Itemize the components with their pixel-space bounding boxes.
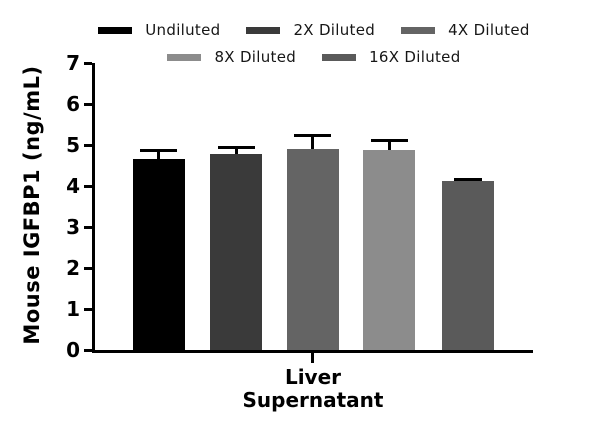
legend-row-1: Undiluted 2X Diluted 4X Diluted bbox=[98, 21, 529, 39]
y-axis-tick bbox=[84, 226, 92, 229]
error-bar-cap bbox=[140, 149, 177, 153]
y-tick-label: 5 bbox=[66, 133, 80, 157]
y-tick-label: 0 bbox=[66, 338, 80, 362]
legend-item: 4X Diluted bbox=[401, 21, 530, 39]
bar-8x-diluted bbox=[363, 149, 415, 350]
x-axis-line bbox=[92, 350, 533, 353]
y-tick-label: 2 bbox=[66, 256, 80, 280]
y-tick-label: 4 bbox=[66, 174, 80, 198]
legend-label: 8X Diluted bbox=[214, 48, 297, 66]
error-bar-stem bbox=[157, 150, 160, 159]
error-bar-cap bbox=[217, 146, 255, 150]
legend-item: 8X Diluted bbox=[167, 48, 296, 66]
legend-swatch-icon bbox=[246, 26, 281, 34]
legend-swatch-icon bbox=[167, 53, 202, 61]
error-bar-cap bbox=[370, 138, 408, 142]
legend-label: 16X Diluted bbox=[369, 48, 461, 66]
bar-4x-diluted bbox=[286, 149, 339, 350]
x-axis-label-line2: Supernatant bbox=[242, 388, 384, 412]
bar-16x-diluted bbox=[441, 181, 494, 350]
y-axis-tick bbox=[84, 267, 92, 270]
legend-swatch-icon bbox=[322, 53, 357, 61]
y-tick-label: 7 bbox=[66, 51, 80, 75]
y-axis-tick bbox=[84, 308, 92, 311]
x-axis-tick bbox=[311, 353, 314, 363]
legend-item: 2X Diluted bbox=[246, 21, 375, 39]
chart-legend: Undiluted 2X Diluted 4X Diluted 8X Diluted 1… bbox=[94, 21, 534, 66]
legend-row-2: 8X Diluted 16X Diluted bbox=[167, 48, 460, 66]
y-axis-line bbox=[92, 63, 95, 353]
y-axis-tick bbox=[84, 144, 92, 147]
error-bar-cap bbox=[294, 134, 331, 138]
y-axis-tick bbox=[84, 103, 92, 106]
error-bar-cap bbox=[453, 177, 482, 181]
legend-label: 2X Diluted bbox=[293, 21, 376, 39]
y-axis-tick bbox=[84, 349, 92, 352]
legend-item: 16X Diluted bbox=[322, 48, 460, 66]
legend-swatch-icon bbox=[401, 26, 436, 34]
y-tick-label: 3 bbox=[66, 215, 80, 239]
error-bar-stem bbox=[234, 147, 238, 154]
x-axis-label: Liver Supernatant bbox=[213, 366, 413, 412]
legend-item: Undiluted bbox=[98, 21, 220, 39]
y-axis-tick bbox=[84, 62, 92, 65]
legend-label: Undiluted bbox=[145, 21, 221, 39]
legend-swatch-icon bbox=[98, 26, 133, 34]
bar-undiluted bbox=[132, 158, 185, 350]
y-axis-tick bbox=[84, 185, 92, 188]
bar-2x-diluted bbox=[210, 153, 262, 350]
y-tick-label: 1 bbox=[66, 297, 80, 321]
error-bar-stem bbox=[311, 135, 314, 150]
x-axis-label-line1: Liver bbox=[284, 365, 342, 389]
y-tick-label: 6 bbox=[66, 92, 80, 116]
error-bar-stem bbox=[387, 140, 391, 150]
legend-label: 4X Diluted bbox=[448, 21, 530, 39]
